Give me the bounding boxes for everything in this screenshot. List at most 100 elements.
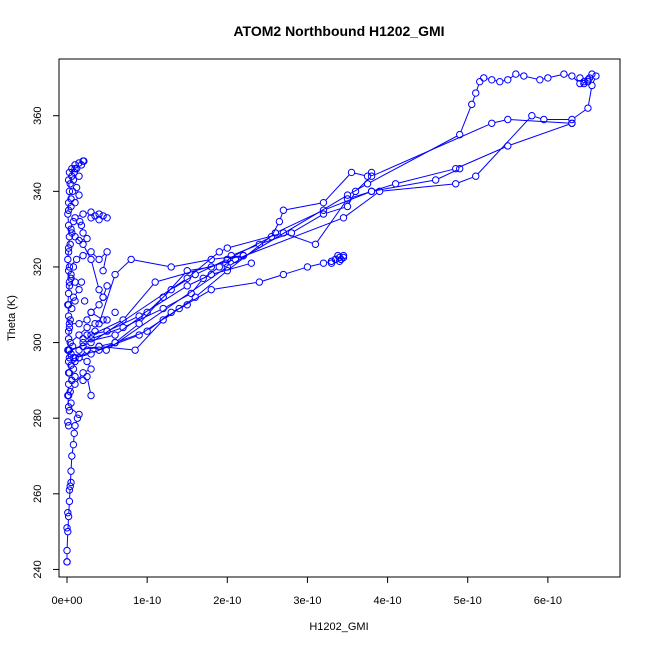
data-point — [77, 221, 86, 230]
data-point — [87, 365, 95, 373]
series-line-segment — [74, 291, 78, 295]
y-tick-label: 320 — [32, 258, 44, 276]
data-point — [231, 255, 240, 264]
data-point — [79, 342, 87, 351]
data-point — [488, 76, 496, 84]
data-point — [75, 319, 83, 328]
data-point — [63, 558, 71, 566]
data-point — [327, 259, 336, 267]
series-line-segment — [272, 224, 279, 235]
data-point — [431, 176, 440, 184]
x-tick-label: 5e-10 — [454, 595, 482, 607]
series-line-segment — [354, 172, 365, 176]
series-line-segment — [230, 233, 281, 248]
series-line-segment — [573, 77, 578, 82]
data-point — [64, 527, 72, 536]
data-point — [75, 285, 83, 294]
data-point — [65, 319, 74, 328]
data-point — [71, 297, 79, 305]
series-line-segment — [262, 275, 281, 282]
series-line-segment — [117, 325, 137, 341]
data-point — [476, 77, 484, 86]
data-point — [223, 255, 232, 264]
data-point — [64, 369, 73, 377]
data-point — [135, 319, 143, 328]
data-point — [65, 187, 74, 196]
series-line-segment — [102, 342, 113, 347]
data-point — [167, 308, 175, 317]
data-point — [279, 270, 288, 279]
data-point — [65, 263, 74, 271]
data-point — [68, 376, 76, 385]
series-line-segment — [173, 275, 193, 289]
data-point — [70, 429, 78, 438]
data-point — [239, 251, 248, 260]
data-point — [69, 217, 78, 226]
series-line-segment — [510, 123, 570, 146]
data-point — [175, 304, 183, 313]
series-line-segment — [370, 135, 458, 183]
data-point — [221, 259, 230, 267]
series-lines — [66, 74, 596, 559]
data-point — [64, 346, 73, 354]
series-line-segment — [286, 202, 321, 211]
data-point — [83, 372, 91, 381]
series-line-segment — [103, 254, 107, 268]
data-point — [95, 301, 103, 309]
data-point — [343, 195, 352, 203]
data-point — [584, 76, 592, 84]
series-line-segment — [117, 331, 145, 342]
series-line-segment — [214, 282, 257, 290]
data-point — [87, 208, 95, 216]
data-point — [67, 467, 75, 475]
data-point — [71, 198, 79, 207]
data-point — [95, 210, 103, 218]
series-line-segment — [90, 331, 105, 335]
data-point — [80, 297, 89, 305]
data-point — [544, 74, 552, 82]
data-point — [303, 263, 312, 271]
data-point — [568, 115, 576, 124]
data-point — [80, 157, 88, 165]
data-point — [64, 221, 73, 230]
data-point — [588, 70, 596, 78]
data-point — [77, 161, 86, 169]
data-point — [95, 342, 103, 351]
data-point — [480, 74, 488, 82]
data-point — [540, 115, 548, 124]
data-point — [87, 214, 95, 222]
data-point — [367, 168, 376, 177]
data-point — [63, 524, 71, 532]
data-point — [99, 293, 107, 301]
data-point — [472, 172, 480, 180]
data-point — [63, 546, 71, 555]
data-point — [183, 301, 191, 309]
data-point — [131, 346, 139, 354]
data-point — [66, 180, 74, 188]
series-line-segment — [93, 253, 98, 258]
data-point — [66, 388, 74, 396]
data-point — [67, 478, 75, 487]
data-point — [65, 278, 74, 286]
data-point — [67, 274, 75, 282]
series-line-segment — [189, 275, 209, 285]
series-line-segment — [117, 261, 130, 273]
data-point — [102, 346, 110, 354]
series-line-segment — [460, 107, 472, 132]
series-line-segment — [534, 116, 541, 120]
data-point — [71, 357, 79, 366]
series-line-segment — [477, 117, 531, 175]
series-line-segment — [326, 206, 345, 214]
x-tick-label: 0e+00 — [52, 595, 83, 607]
data-point — [72, 164, 81, 173]
data-point — [568, 72, 576, 80]
series-line-segment — [93, 306, 98, 311]
series-line-segment — [87, 379, 91, 393]
data-point — [452, 180, 460, 188]
data-point — [127, 255, 135, 264]
series-line-segment — [472, 95, 476, 102]
data-point — [159, 304, 167, 313]
series-line-segment — [91, 262, 99, 287]
x-axis: 0e+00 1e-10 2e-10 3e-10 4e-10 5e-10 6e-10 — [52, 577, 562, 607]
